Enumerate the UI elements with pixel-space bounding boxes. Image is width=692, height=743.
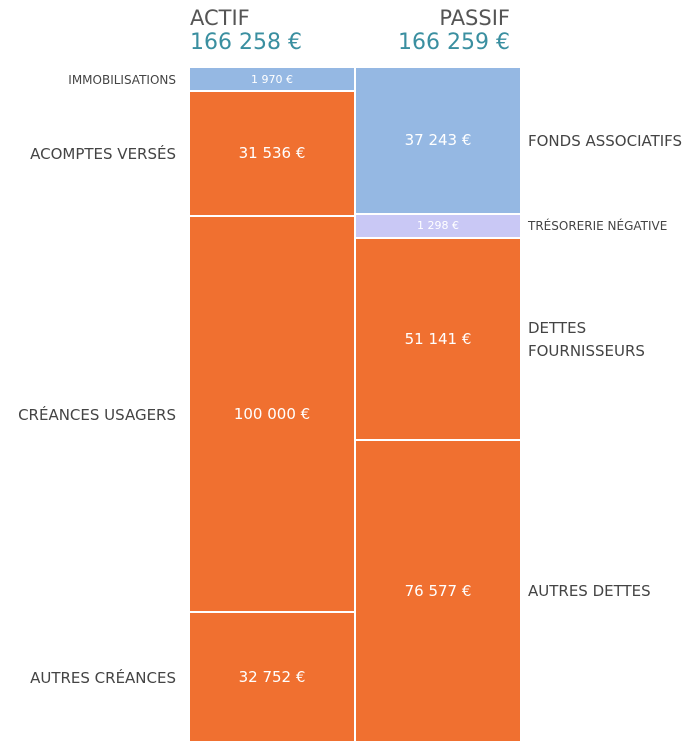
segment-label: FONDS ASSOCIATIFS xyxy=(528,131,683,150)
segment: 100 000 € xyxy=(190,216,354,612)
segment-label: IMMOBILISATIONS xyxy=(68,72,176,87)
segment-label: AUTRES CRÉANCES xyxy=(30,668,176,687)
column-title: PASSIF xyxy=(439,6,510,30)
value-label: 100 000 € xyxy=(233,405,311,424)
segment-label: DETTES FOURNISSEURS xyxy=(528,318,645,360)
segment: 37 243 € xyxy=(356,68,520,213)
segment: 76 577 € xyxy=(356,440,520,741)
segment: 1 298 € xyxy=(356,214,520,237)
value-label: 37 243 € xyxy=(404,131,472,150)
segment: 32 752 € xyxy=(190,613,354,741)
column-total: 166 258 € xyxy=(190,30,302,55)
column-total: 166 259 € xyxy=(398,30,510,55)
segment-label: CRÉANCES USAGERS xyxy=(18,405,176,424)
column-title: ACTIF xyxy=(190,6,250,30)
segment-label: ACOMPTES VERSÉS xyxy=(30,144,176,163)
value-label: 31 536 € xyxy=(238,144,306,163)
value-label: 1 298 € xyxy=(417,219,459,233)
value-label: 32 752 € xyxy=(238,668,306,687)
segment-label: TRÉSORERIE NÉGATIVE xyxy=(528,219,668,234)
segment: 1 970 € xyxy=(190,68,354,90)
segment-label: AUTRES DETTES xyxy=(528,582,651,601)
segment: 31 536 € xyxy=(190,92,354,215)
value-label: 76 577 € xyxy=(404,581,472,600)
value-label: 51 141 € xyxy=(404,329,472,348)
value-label: 1 970 € xyxy=(251,72,293,86)
segment: 51 141 € xyxy=(356,238,520,439)
